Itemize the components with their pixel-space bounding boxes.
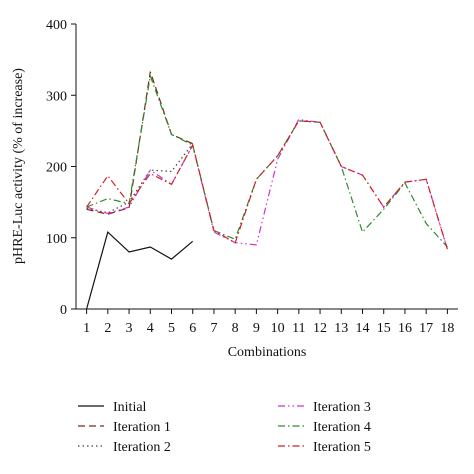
series-line-iteration-3 <box>86 118 448 250</box>
legend-label: Iteration 5 <box>313 440 371 455</box>
x-tick-label: 8 <box>232 321 239 336</box>
x-tick-label: 17 <box>419 321 433 336</box>
y-tick-label: 100 <box>46 232 67 247</box>
series-line-iteration-2 <box>86 143 194 214</box>
y-axis-label: pHRE-Luc activity (% of increase) <box>11 68 26 264</box>
x-tick-label: 1 <box>83 321 90 336</box>
x-tick-label: 4 <box>147 321 154 336</box>
x-ticks: 1 2 3 4 5 6 7 8 9 10 11 12 13 14 15 16 17 18 <box>83 309 454 336</box>
legend-label: Iteration 3 <box>313 400 371 415</box>
x-tick-label: 2 <box>104 321 111 336</box>
series-line-iteration-4 <box>86 73 448 248</box>
y-tick-label: 200 <box>46 161 67 176</box>
x-tick-label: 18 <box>440 321 454 336</box>
legend-label: Initial <box>113 400 147 415</box>
x-tick-label: 12 <box>313 321 327 336</box>
x-tick-label: 11 <box>292 321 305 336</box>
x-tick-label: 9 <box>253 321 260 336</box>
x-tick-label: 10 <box>271 321 285 336</box>
y-tick-label: 300 <box>46 89 67 104</box>
x-tick-label: 16 <box>398 321 412 336</box>
x-tick-label: 13 <box>334 321 348 336</box>
legend: Initial Iteration 1 Iteration 2 Iteration 3… <box>78 400 371 455</box>
x-tick-label: 15 <box>377 321 391 336</box>
x-axis-label: Combinations <box>228 345 307 360</box>
series-line-iteration-5 <box>86 120 448 250</box>
series-line-initial <box>86 230 194 310</box>
series-group <box>86 71 448 310</box>
legend-label: Iteration 4 <box>313 420 371 435</box>
x-tick-label: 14 <box>356 321 370 336</box>
x-tick-label: 7 <box>210 321 217 336</box>
y-ticks: 0 100 200 300 400 <box>46 18 76 318</box>
y-tick-label: 0 <box>60 303 67 318</box>
legend-label: Iteration 1 <box>113 420 171 435</box>
axes <box>75 24 458 310</box>
x-tick-label: 5 <box>168 321 175 336</box>
legend-label: Iteration 2 <box>113 440 171 455</box>
series-line-iteration-1 <box>86 71 193 215</box>
x-tick-label: 6 <box>189 321 196 336</box>
y-tick-label: 400 <box>46 18 67 33</box>
x-tick-label: 3 <box>126 321 133 336</box>
